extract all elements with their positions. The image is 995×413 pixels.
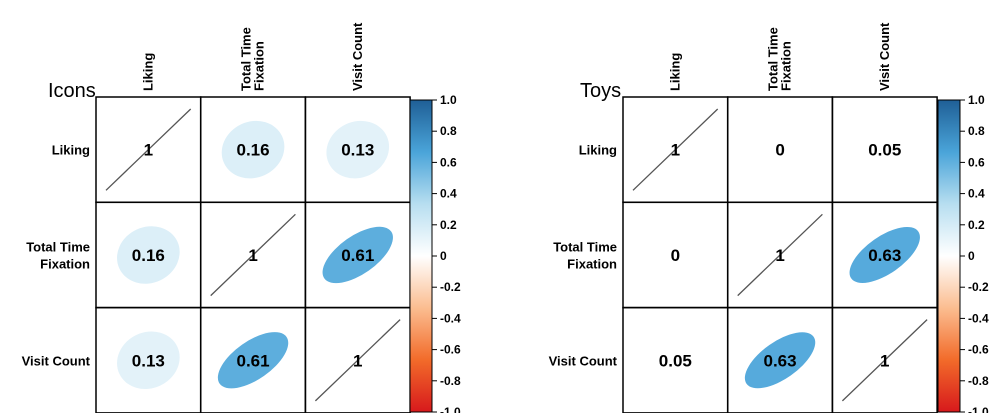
cell-value: 0.63 bbox=[868, 246, 901, 265]
correlation-ellipse bbox=[221, 120, 285, 179]
colorbar: 1.0 0.8 0.6 0.4 0.2 0 -0.2 -0.4 -0.6 -0.8 -1.0 bbox=[937, 93, 989, 413]
cell-value: 1 bbox=[248, 246, 257, 265]
cell-value: 0.63 bbox=[764, 351, 797, 370]
diagonal-line bbox=[841, 319, 928, 402]
correlation-ellipse bbox=[322, 226, 393, 284]
colorbar: 1.0 0.8 0.6 0.4 0.2 0 -0.2 -0.4 -0.6 -0.8 -1.0 bbox=[409, 93, 461, 413]
column-label: Visit Count bbox=[877, 22, 892, 91]
cell-value: 0.61 bbox=[341, 246, 374, 265]
correlation-ellipse bbox=[849, 226, 920, 283]
colorbar-tick-label: -0.6 bbox=[440, 343, 461, 357]
colorbar-tick-label: 0.6 bbox=[440, 155, 457, 169]
cell-value: 1 bbox=[775, 246, 784, 265]
row-label: Fixation bbox=[567, 256, 617, 271]
row-label: Visit Count bbox=[549, 353, 618, 368]
diagonal-line bbox=[737, 213, 823, 297]
correlation-ellipse bbox=[117, 226, 180, 284]
cell-value: 1 bbox=[144, 141, 153, 160]
colorbar-tick-label: 0.8 bbox=[968, 124, 985, 138]
panel-title: Icons bbox=[48, 80, 96, 102]
cell-value: 1 bbox=[671, 141, 680, 160]
column-label: Liking bbox=[140, 53, 155, 91]
colorbar-tick-label: 0 bbox=[968, 249, 975, 263]
correlation-ellipse bbox=[744, 332, 816, 389]
colorbar-tick-label: 1.0 bbox=[968, 93, 985, 107]
colorbar-tick-label: -1.0 bbox=[440, 405, 461, 413]
diagonal-line bbox=[105, 108, 192, 191]
cell-value: 0 bbox=[671, 246, 680, 265]
colorbar-tick-label: 0.4 bbox=[440, 187, 457, 201]
cell-value: 0.13 bbox=[132, 351, 165, 370]
row-label: Liking bbox=[52, 143, 90, 158]
colorbar-tick-label: 0.6 bbox=[968, 155, 985, 169]
correlation-ellipse bbox=[217, 332, 289, 389]
diagonal-line bbox=[314, 319, 401, 402]
column-label: Visit Count bbox=[350, 22, 365, 91]
cell-value: 0.16 bbox=[237, 141, 270, 160]
colorbar-gradient bbox=[937, 99, 961, 413]
colorbar-tick-label: 1.0 bbox=[440, 93, 457, 107]
cell-value: 0.05 bbox=[868, 141, 901, 160]
colorbar-tick-label: -0.4 bbox=[440, 311, 461, 325]
row-label: Visit Count bbox=[22, 353, 91, 368]
colorbar-tick-label: -0.8 bbox=[968, 374, 989, 388]
panel-title: Toys bbox=[580, 80, 621, 102]
cell-value: 0.16 bbox=[132, 246, 165, 265]
column-label: Total Time bbox=[766, 27, 781, 91]
colorbar-tick-label: -0.2 bbox=[440, 280, 461, 294]
colorbar-tick-label: -0.8 bbox=[440, 374, 461, 388]
row-label: Total Time bbox=[26, 239, 90, 254]
colorbar-tick-label: -0.2 bbox=[968, 280, 989, 294]
column-label: Liking bbox=[667, 53, 682, 91]
cell-value: 0 bbox=[775, 141, 784, 160]
cell-value: 1 bbox=[880, 351, 889, 370]
row-label: Liking bbox=[579, 143, 617, 158]
correlation-ellipse bbox=[117, 331, 180, 390]
column-label: Fixation bbox=[252, 41, 267, 91]
colorbar-tick-label: -0.6 bbox=[968, 343, 989, 357]
colorbar-tick-label: 0 bbox=[440, 249, 447, 263]
row-label: Total Time bbox=[553, 239, 617, 254]
diagonal-line bbox=[632, 108, 719, 191]
colorbar-tick-label: 0.2 bbox=[440, 218, 457, 232]
cell-value: 1 bbox=[353, 351, 362, 370]
cell-value: 0.13 bbox=[341, 141, 374, 160]
colorbar-tick-label: -0.4 bbox=[968, 311, 989, 325]
colorbar-tick-label: -1.0 bbox=[968, 405, 989, 413]
colorbar-gradient bbox=[409, 99, 433, 413]
row-label: Fixation bbox=[40, 256, 90, 271]
column-label: Fixation bbox=[779, 41, 794, 91]
colorbar-tick-label: 0.8 bbox=[440, 124, 457, 138]
correlation-ellipse bbox=[326, 120, 390, 179]
cell-value: 0.05 bbox=[659, 351, 692, 370]
diagonal-line bbox=[210, 213, 296, 297]
column-label: Total Time bbox=[239, 27, 254, 91]
colorbar-tick-label: 0.4 bbox=[968, 187, 985, 201]
cell-value: 0.61 bbox=[237, 351, 270, 370]
colorbar-tick-label: 0.2 bbox=[968, 218, 985, 232]
